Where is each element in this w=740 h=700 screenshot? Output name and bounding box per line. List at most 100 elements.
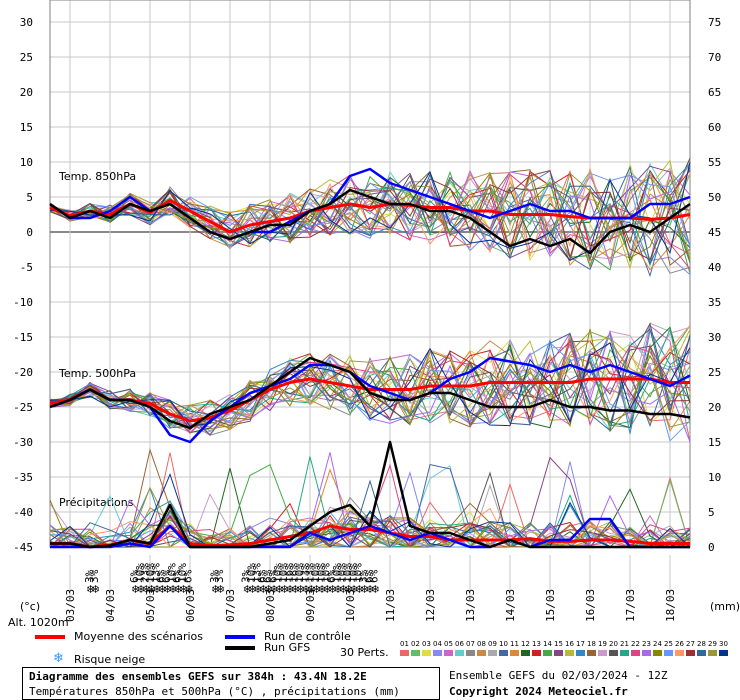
snow-risk-pct: 10% (245, 563, 258, 583)
date-label: 09/03 (304, 589, 317, 622)
snow-risk-pct: 6% (368, 569, 381, 583)
right-tick-label: 35 (708, 296, 721, 309)
pert-number: 08 (477, 640, 486, 648)
member-line-850 (49, 157, 691, 262)
pert-swatch (664, 650, 673, 656)
pert-swatch (444, 650, 453, 656)
pert-swatch (521, 650, 530, 656)
legend-mean-label: Moyenne des scénarios (74, 630, 203, 643)
pert-swatch (642, 650, 651, 656)
copyright: Copyright 2024 Meteociel.fr (449, 685, 628, 698)
pert-swatch (554, 650, 563, 656)
series-line (50, 440, 690, 549)
snow-risk-icon: ❄ (328, 583, 337, 596)
member-line-850 (49, 161, 691, 261)
snow-risk-icon: ❄ (142, 583, 151, 596)
pert-number: 21 (620, 640, 629, 648)
pert-swatch (675, 650, 684, 656)
snow-risk-pct: 23% (139, 563, 152, 583)
snow-risk-icon: ❄ (291, 583, 300, 596)
snow-risk-pct: 3% (208, 569, 221, 583)
pert-number: 17 (576, 640, 585, 648)
pert-number: 25 (664, 640, 673, 648)
snow-risk-icon: ❄ (147, 583, 156, 596)
legend-snow-label: Risque neige (74, 653, 146, 666)
plot-area (50, 0, 690, 547)
snow-band (50, 555, 690, 597)
legend-control-swatch (225, 635, 255, 639)
snow-risk-pct: 10% (320, 563, 333, 583)
pert-number: 20 (609, 640, 618, 648)
left-tick-label: 30 (20, 16, 33, 29)
right-tick-label: 30 (708, 331, 721, 344)
snow-risk-icon: ❄ (312, 583, 321, 596)
legend-mean-swatch (35, 635, 65, 639)
pert-number: 12 (521, 640, 530, 648)
snow-risk-pct: 3% (357, 569, 370, 583)
left-tick-label: -25 (13, 401, 33, 414)
right-tick-label: 15 (708, 436, 721, 449)
snow-risk-icon: ❄ (86, 583, 95, 596)
right-tick-label: 60 (708, 121, 721, 134)
date-label: 13/03 (464, 589, 477, 622)
series-line (50, 524, 690, 549)
snow-risk-icon: ❄ (158, 583, 167, 596)
left-tick-label: -10 (13, 296, 33, 309)
pert-number: 18 (587, 640, 596, 648)
left-tick-label: -5 (20, 261, 33, 274)
pert-number: 14 (543, 640, 552, 648)
right-tick-label: 40 (708, 261, 721, 274)
snow-risk-icon: ❄ (349, 583, 358, 596)
snow-risk-icon: ❄ (307, 583, 316, 596)
pert-swatch (631, 650, 640, 656)
left-tick-label: -35 (13, 471, 33, 484)
pert-swatch (411, 650, 420, 656)
snow-icon: ❄ (53, 651, 64, 666)
snow-risk-icon: ❄ (296, 583, 305, 596)
pert-swatch (565, 650, 574, 656)
right-tick-label: 25 (708, 366, 721, 379)
member-line-850 (49, 165, 691, 266)
pert-number: 26 (675, 640, 684, 648)
snow-risk-icon: ❄ (131, 583, 140, 596)
snow-risk-pct: 10% (314, 563, 327, 583)
member-line-precip (49, 456, 691, 548)
unit-left-label: (°c) (20, 600, 40, 613)
series-line (49, 356, 691, 444)
pert-number: 04 (433, 640, 442, 648)
snow-risk-pct: 10% (144, 563, 157, 583)
right-tick-label: 55 (708, 156, 721, 169)
right-tick-label: 5 (708, 506, 715, 519)
pert-swatch (620, 650, 629, 656)
snow-risk-pct: 6% (266, 569, 279, 583)
pert-swatch (488, 650, 497, 656)
temp850-label: Temp. 850hPa (58, 170, 136, 183)
snow-risk-pct: 16% (288, 563, 301, 583)
pert-number: 05 (444, 640, 453, 648)
left-tick-label: -45 (13, 541, 33, 554)
snow-risk-pct: 6% (261, 569, 274, 583)
right-tick-label: 75 (708, 16, 721, 29)
pert-number: 22 (631, 640, 640, 648)
member-line-500 (49, 329, 691, 434)
left-tick-label: 10 (20, 156, 33, 169)
date-label: 08/03 (264, 589, 277, 622)
snow-risk-pct: 13% (298, 563, 311, 583)
snow-risk-pct: 6% (160, 569, 173, 583)
snow-risk-icon: ❄ (317, 583, 326, 596)
pert-swatch (587, 650, 596, 656)
pert-number: 11 (510, 640, 519, 648)
legend-gfs-label: Run GFS (264, 641, 311, 654)
title-box: Diagramme des ensembles GEFS sur 384h : … (22, 667, 440, 700)
chart-subtitle: Températures 850hPa et 500hPa (°C) , pré… (29, 685, 400, 698)
snow-risk-icon: ❄ (211, 583, 220, 596)
snow-risk-pct: 6% (128, 569, 141, 583)
snow-risk-icon: ❄ (184, 583, 193, 596)
date-label: 17/03 (624, 589, 637, 622)
snow-risk-icon: ❄ (264, 583, 273, 596)
left-tick-label: 0 (26, 226, 33, 239)
snow-risk-icon: ❄ (355, 583, 364, 596)
left-tick-label: 25 (20, 51, 33, 64)
pert-swatch (532, 650, 541, 656)
